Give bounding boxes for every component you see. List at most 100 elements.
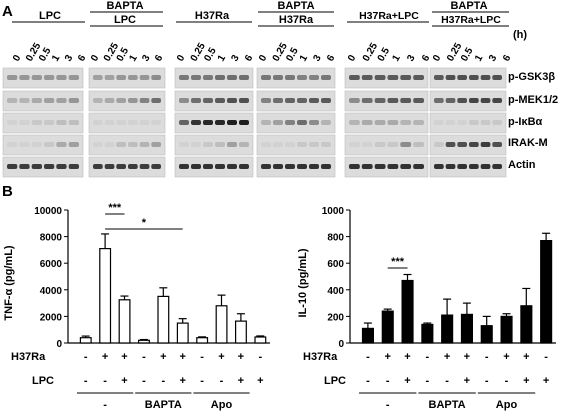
y-axis-label: TNF-α (pg/mL)	[3, 245, 15, 321]
blot-band	[297, 142, 307, 147]
blot-band	[215, 75, 225, 80]
blot-background	[2, 112, 84, 134]
blot-band	[492, 75, 502, 80]
il-10-chart: IL-10 (pg/mL) 0 200 400 600 800 1000 *** - - + - + +…	[297, 206, 556, 411]
blot-background	[174, 112, 254, 134]
blot-band	[445, 142, 456, 147]
blot-background	[174, 67, 254, 89]
blot-band	[469, 75, 479, 80]
h37ra-sign: +	[102, 351, 108, 363]
blot-band	[44, 120, 55, 125]
blot-band	[445, 120, 456, 125]
blot-band	[400, 142, 412, 147]
lpc-sign: +	[404, 375, 410, 387]
blot-band	[7, 98, 18, 103]
lpc-sign: -	[505, 375, 509, 387]
lpc-sign: -	[161, 375, 165, 387]
blot-band	[400, 164, 412, 169]
bar	[421, 323, 434, 344]
bar	[441, 314, 454, 344]
blot-band	[93, 98, 103, 103]
significance-label: *	[142, 217, 147, 229]
blot-band	[261, 142, 271, 147]
blot-band	[361, 75, 373, 80]
blot-band	[151, 120, 161, 125]
timepoint-label: 6	[243, 53, 256, 64]
bar	[176, 322, 189, 344]
blot-band	[128, 164, 138, 169]
blot-band	[309, 98, 319, 103]
blot-band	[93, 120, 103, 125]
blot-background	[88, 156, 166, 178]
blot-band	[7, 120, 18, 125]
h37ra-sign: +	[121, 351, 127, 363]
blot-band	[457, 120, 467, 125]
blot-band	[457, 164, 467, 169]
blot-band	[285, 75, 295, 80]
blot-band	[374, 120, 386, 125]
blot-background	[256, 90, 336, 112]
group-title: H37Ra+LPC	[441, 14, 501, 26]
lpc-sign: +	[257, 375, 263, 387]
blot-band	[151, 164, 161, 169]
y-tick-label: 6000	[40, 259, 63, 270]
y-tick-label: 8000	[40, 233, 63, 244]
y-tick-label: 600	[327, 259, 344, 270]
blot-band	[203, 142, 213, 147]
blot-band	[309, 164, 319, 169]
blot-band	[44, 75, 55, 80]
blot-background	[429, 134, 507, 156]
blot-band	[179, 142, 189, 147]
timepoint-label: 6	[420, 53, 433, 64]
group-title: LPC	[39, 10, 61, 22]
lpc-sign: -	[445, 375, 449, 387]
timepoint-label: 0	[89, 53, 102, 64]
blot-band	[309, 75, 319, 80]
blot-band	[128, 120, 138, 125]
h37ra-sign: -	[142, 351, 146, 363]
bar	[381, 310, 394, 344]
blot-band	[285, 142, 295, 147]
blot-band	[31, 120, 42, 125]
blot-background	[344, 112, 429, 134]
y-tick-label: 400	[327, 286, 344, 297]
row-label: p-IκBα	[508, 116, 543, 128]
blot-band	[19, 98, 30, 103]
blot-band	[191, 142, 201, 147]
timepoint-labels: 0 0.250.51 3 6 0 0.250.51 3 6 0 0.250.51 3 6 0 0.250.…	[11, 41, 514, 64]
h37ra-sign: +	[503, 351, 509, 363]
blot-band	[285, 120, 295, 125]
blot-band	[227, 142, 237, 147]
blot-band	[227, 120, 237, 125]
legend-row-label-lpc: LPC	[324, 375, 346, 387]
lpc-sign: +	[238, 375, 244, 387]
blot-background	[344, 90, 429, 112]
blot-band	[361, 98, 373, 103]
blot-band	[349, 75, 360, 80]
treatment-group-label: Apo	[496, 399, 518, 411]
treatment-group-label: BAPTA	[145, 399, 182, 411]
h37ra-sign: +	[464, 351, 470, 363]
blot-band	[179, 98, 189, 103]
h37ra-sign: +	[179, 351, 185, 363]
blot-band	[104, 164, 115, 169]
group-bracket: BAPTA	[277, 0, 314, 12]
y-tick-label: 800	[327, 233, 344, 244]
blot-band	[349, 142, 360, 147]
treatment-group-label: -	[386, 399, 390, 411]
blot-band	[56, 164, 67, 169]
blot-band	[285, 98, 295, 103]
blot-band	[469, 120, 479, 125]
blot-band	[139, 142, 150, 147]
blot-band	[434, 75, 444, 80]
blot-band	[139, 98, 150, 103]
blot-band	[374, 75, 386, 80]
blot-band	[44, 164, 55, 169]
blot-background	[88, 134, 166, 156]
blot-band	[374, 164, 386, 169]
blot-band	[297, 98, 307, 103]
blot-band	[31, 75, 42, 80]
blot-background	[256, 134, 336, 156]
h37ra-sign: -	[425, 351, 429, 363]
lpc-sign: -	[386, 375, 390, 387]
